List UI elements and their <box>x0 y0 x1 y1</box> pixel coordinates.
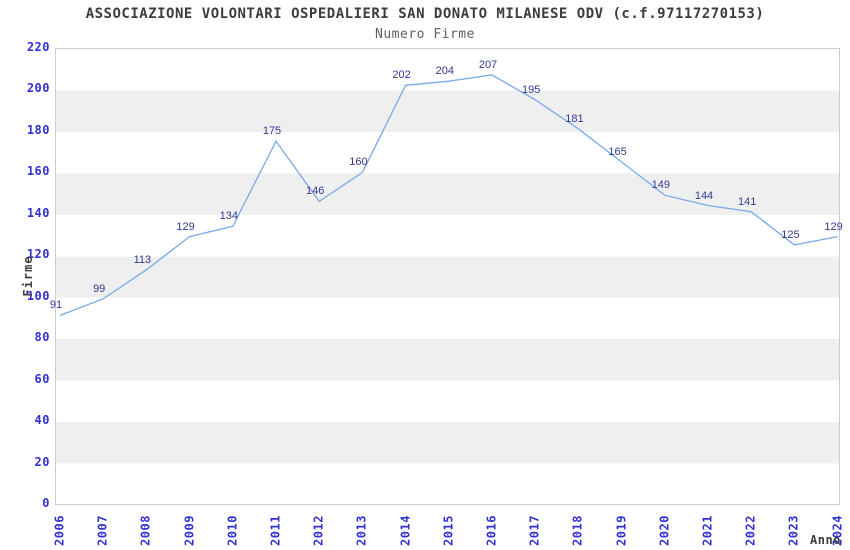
value-label: 113 <box>133 253 152 266</box>
chart-title: ASSOCIAZIONE VOLONTARI OSPEDALIERI SAN D… <box>85 6 765 22</box>
x-tick-label: 2011 <box>268 515 283 546</box>
x-tick-label: 2017 <box>527 515 542 546</box>
value-label: 99 <box>93 282 106 295</box>
y-tick-label: 180 <box>26 122 50 137</box>
value-label: 175 <box>262 125 282 138</box>
x-tick-label: 2019 <box>614 515 629 546</box>
x-tick-label: 2018 <box>570 515 585 546</box>
y-tick-label: 140 <box>26 205 50 220</box>
plot-area: 91 99 113 129 134 175 146 160 202 204 207 195 181 165… <box>50 48 843 505</box>
y-tick-label: 200 <box>26 81 50 96</box>
x-tick-label: 2013 <box>354 515 369 546</box>
x-tick-label: 2016 <box>484 515 499 546</box>
value-label: 134 <box>219 210 238 223</box>
y-tick-label: 220 <box>26 40 50 54</box>
x-tick-label: 2012 <box>311 515 326 546</box>
value-label: 160 <box>349 156 368 169</box>
y-tick-label: 160 <box>26 164 50 179</box>
chart-subtitle: Numero Firme <box>375 27 475 42</box>
value-label: 144 <box>694 189 714 202</box>
line-series-svg <box>59 74 838 317</box>
y-tick-label: 120 <box>26 247 50 262</box>
x-tick-label: 2022 <box>743 515 758 546</box>
firme-line <box>59 74 838 317</box>
x-tick-label: 2014 <box>398 515 413 546</box>
y-tick-label: 0 <box>42 496 50 510</box>
value-label: 202 <box>392 69 411 82</box>
x-tick-label: 2008 <box>138 515 153 546</box>
x-tick-label: 2006 <box>52 515 67 546</box>
value-label: 141 <box>738 195 757 208</box>
value-label: 181 <box>565 112 584 125</box>
value-label: 204 <box>435 65 454 78</box>
y-axis-title: Firme <box>21 255 35 297</box>
value-label: 146 <box>306 185 325 198</box>
x-tick-label: 2023 <box>786 515 801 546</box>
x-tick-label: 2010 <box>225 515 240 546</box>
value-label: 129 <box>176 220 195 233</box>
x-tick-label: 2007 <box>95 515 110 546</box>
value-label: 125 <box>781 228 800 241</box>
value-label: 149 <box>651 179 670 192</box>
y-tick-label: 40 <box>34 413 50 428</box>
value-label: 129 <box>824 220 843 233</box>
value-label: 91 <box>49 299 63 312</box>
value-label: 195 <box>522 83 541 96</box>
x-tick-label: 2020 <box>657 515 672 546</box>
x-tick-label: 2015 <box>441 515 456 546</box>
value-label: 165 <box>608 146 627 158</box>
x-axis-title: Anno <box>810 533 841 547</box>
value-label: 207 <box>478 58 498 71</box>
x-tick-label: 2009 <box>182 515 197 546</box>
y-tick-label: 20 <box>34 454 50 469</box>
y-tick-label: 60 <box>34 371 50 386</box>
y-tick-label: 80 <box>34 330 50 345</box>
x-tick-label: 2021 <box>700 515 715 546</box>
y-tick-label: 100 <box>26 288 50 303</box>
